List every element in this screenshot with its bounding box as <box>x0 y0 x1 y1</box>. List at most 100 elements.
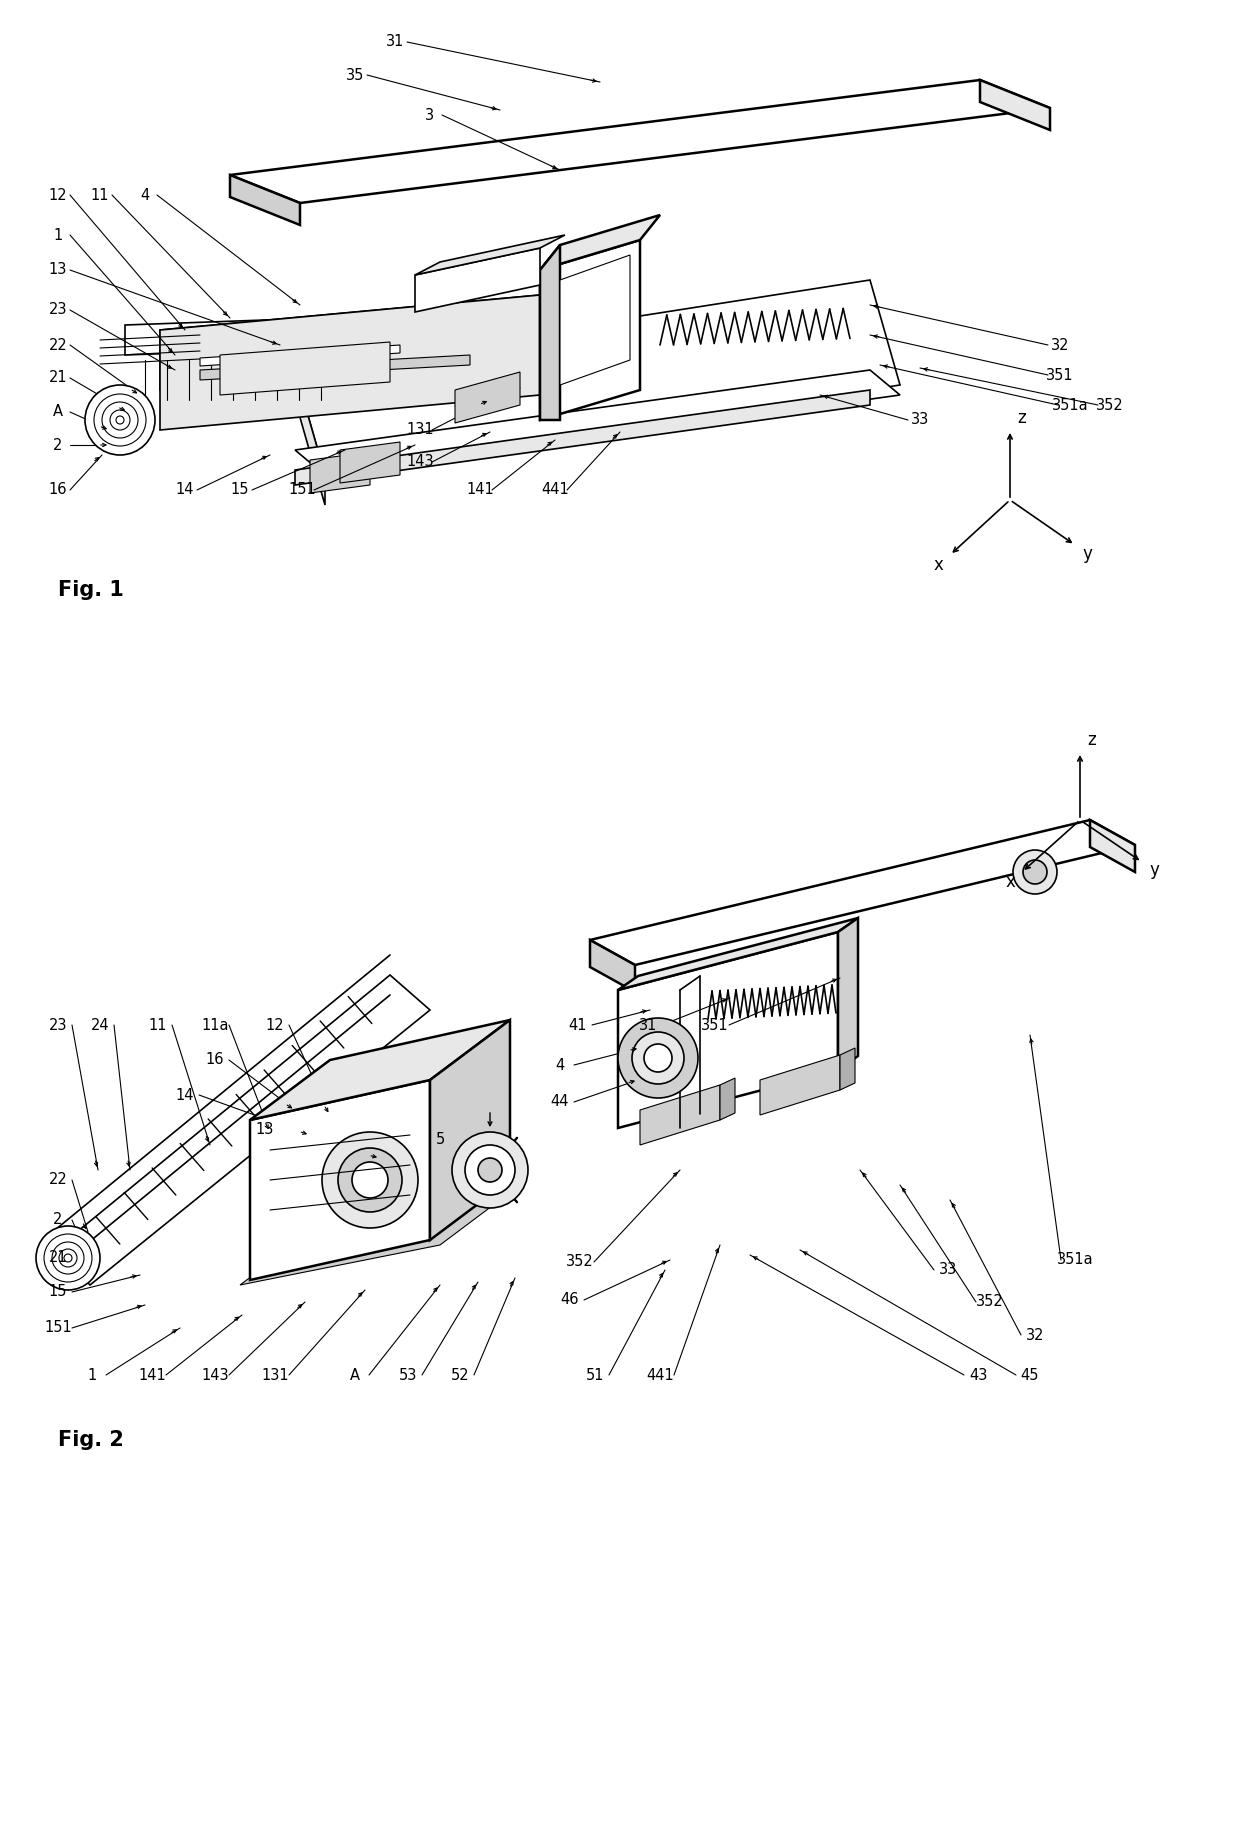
Text: 4: 4 <box>556 1057 564 1072</box>
Text: 31: 31 <box>386 35 404 50</box>
Polygon shape <box>295 370 900 475</box>
Circle shape <box>102 403 138 438</box>
Polygon shape <box>310 453 370 493</box>
Text: 12: 12 <box>265 1018 284 1033</box>
Text: 11a: 11a <box>201 1018 228 1033</box>
Text: 352: 352 <box>1096 397 1123 412</box>
Text: 141: 141 <box>138 1368 166 1382</box>
Polygon shape <box>295 281 900 475</box>
Text: 441: 441 <box>541 482 569 497</box>
Text: 24: 24 <box>91 1018 109 1033</box>
Circle shape <box>64 1255 72 1262</box>
Text: 16: 16 <box>206 1053 224 1068</box>
Circle shape <box>110 410 130 431</box>
Circle shape <box>322 1133 418 1229</box>
Polygon shape <box>295 390 870 484</box>
Circle shape <box>339 1148 402 1212</box>
Circle shape <box>465 1146 515 1196</box>
Circle shape <box>632 1031 684 1085</box>
Text: 32: 32 <box>1025 1327 1044 1342</box>
Text: 351: 351 <box>701 1018 729 1033</box>
Text: 143: 143 <box>407 455 434 469</box>
Text: 351a: 351a <box>1052 397 1089 412</box>
Text: 143: 143 <box>201 1368 229 1382</box>
Text: 33: 33 <box>939 1262 957 1277</box>
Text: 352: 352 <box>976 1294 1004 1310</box>
Text: y: y <box>1149 861 1159 880</box>
Polygon shape <box>55 976 430 1284</box>
Text: 131: 131 <box>262 1368 289 1382</box>
Circle shape <box>117 416 124 423</box>
Text: y: y <box>1083 545 1092 564</box>
Text: 15: 15 <box>231 482 249 497</box>
Text: 23: 23 <box>48 303 67 318</box>
Circle shape <box>52 1242 84 1273</box>
Text: 46: 46 <box>560 1292 579 1308</box>
Circle shape <box>618 1018 698 1098</box>
Circle shape <box>1013 850 1056 894</box>
Polygon shape <box>250 1079 430 1281</box>
Text: 351a: 351a <box>1056 1253 1094 1268</box>
Polygon shape <box>430 1020 510 1240</box>
Text: 13: 13 <box>255 1122 274 1138</box>
Text: 2: 2 <box>53 438 63 453</box>
Text: 52: 52 <box>450 1368 469 1382</box>
Polygon shape <box>229 79 1050 203</box>
Text: 4: 4 <box>140 187 150 203</box>
Text: 11: 11 <box>149 1018 167 1033</box>
Circle shape <box>1023 859 1047 883</box>
Polygon shape <box>241 1185 520 1284</box>
Polygon shape <box>200 355 470 381</box>
Circle shape <box>36 1225 100 1290</box>
Text: 51: 51 <box>585 1368 604 1382</box>
Polygon shape <box>590 821 1135 965</box>
Text: 31: 31 <box>639 1018 657 1033</box>
Text: 41: 41 <box>569 1018 588 1033</box>
Text: z: z <box>1087 732 1096 748</box>
Polygon shape <box>250 1020 510 1120</box>
Polygon shape <box>340 442 401 482</box>
Polygon shape <box>539 214 660 270</box>
Circle shape <box>352 1162 388 1198</box>
Circle shape <box>43 1234 92 1283</box>
Text: 14: 14 <box>176 482 195 497</box>
Text: 22: 22 <box>48 338 67 353</box>
Text: 441: 441 <box>646 1368 673 1382</box>
Polygon shape <box>760 1055 839 1114</box>
Text: 45: 45 <box>1021 1368 1039 1382</box>
Text: 32: 32 <box>1050 338 1069 353</box>
Text: A: A <box>350 1368 360 1382</box>
Polygon shape <box>160 296 539 390</box>
Text: 21: 21 <box>48 370 67 386</box>
Polygon shape <box>160 296 539 431</box>
Polygon shape <box>618 918 858 991</box>
Text: 14: 14 <box>176 1087 195 1103</box>
Polygon shape <box>539 246 560 419</box>
Text: z: z <box>1018 408 1027 427</box>
Polygon shape <box>415 235 565 275</box>
Text: Fig. 1: Fig. 1 <box>58 580 124 601</box>
Text: 22: 22 <box>48 1172 67 1188</box>
Polygon shape <box>838 918 858 1070</box>
Circle shape <box>644 1044 672 1072</box>
Text: 16: 16 <box>48 482 67 497</box>
Text: 13: 13 <box>48 262 67 277</box>
Text: A: A <box>53 405 63 419</box>
Text: x: x <box>932 556 942 575</box>
Text: 3: 3 <box>425 107 434 122</box>
Polygon shape <box>415 248 539 312</box>
Text: 141: 141 <box>466 482 494 497</box>
Circle shape <box>86 384 155 455</box>
Polygon shape <box>219 342 391 395</box>
Text: 151: 151 <box>45 1321 72 1336</box>
Polygon shape <box>229 176 300 225</box>
Polygon shape <box>640 1085 720 1146</box>
Text: 23: 23 <box>48 1018 67 1033</box>
Text: 352: 352 <box>567 1255 594 1270</box>
Text: 43: 43 <box>968 1368 987 1382</box>
Polygon shape <box>618 931 838 1127</box>
Polygon shape <box>980 79 1050 129</box>
Polygon shape <box>200 346 401 366</box>
Polygon shape <box>720 1077 735 1120</box>
Text: 151: 151 <box>288 482 316 497</box>
